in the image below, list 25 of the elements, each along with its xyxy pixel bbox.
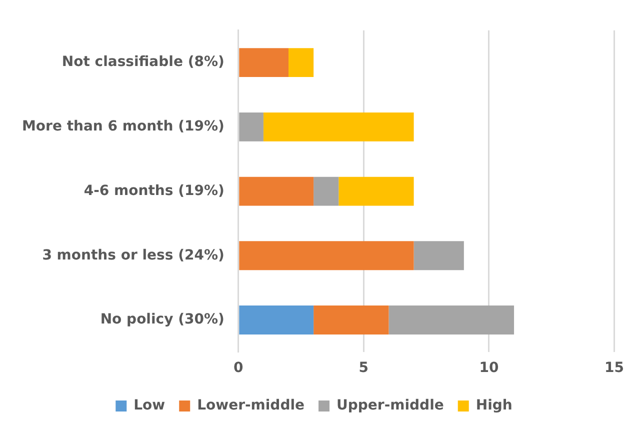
bar <box>239 48 289 78</box>
bar <box>414 241 464 270</box>
y-tick-label: Not classifiable (8%) <box>62 54 224 70</box>
x-tick-label: 0 <box>234 360 244 376</box>
y-tick-label: 3 months or less (24%) <box>42 247 224 264</box>
bar <box>288 48 314 78</box>
bar <box>314 306 389 334</box>
legend-label: Upper-middle <box>336 398 444 414</box>
y-tick-label: More than 6 month (19%) <box>22 118 224 135</box>
legend-label: High <box>476 398 512 414</box>
legend-label: Low <box>134 398 166 414</box>
x-tick-label: 15 <box>604 360 624 376</box>
legend-label: Lower-middle <box>197 398 305 414</box>
y-tick-label: 4-6 months (19%) <box>84 182 224 199</box>
bar <box>239 176 314 206</box>
bar <box>314 176 339 206</box>
bar <box>239 112 264 142</box>
bar <box>388 306 514 334</box>
x-tick-label: 5 <box>358 360 369 376</box>
bar <box>263 112 414 142</box>
bar <box>239 241 414 270</box>
x-tick-label: 10 <box>479 360 499 376</box>
bar <box>338 176 414 206</box>
bar <box>239 306 314 334</box>
y-tick-label: No policy (30%) <box>100 312 224 328</box>
